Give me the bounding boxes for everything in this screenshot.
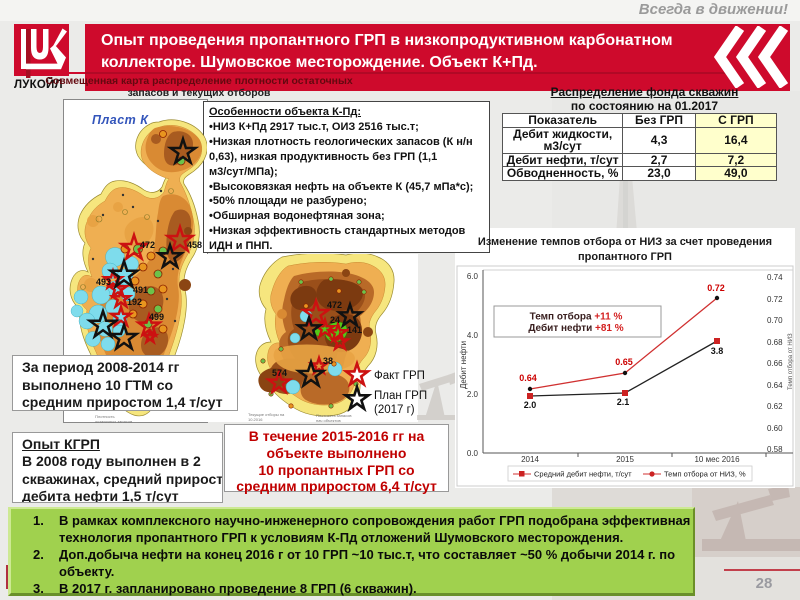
svg-text:499: 499 [149,312,164,322]
svg-text:0.58: 0.58 [767,445,783,454]
svg-text:472: 472 [327,300,342,310]
svg-text:141: 141 [347,325,362,335]
svg-text:3.8: 3.8 [711,346,724,356]
svg-text:2.0: 2.0 [524,400,537,410]
svg-text:Дебит нефти +81 %: Дебит нефти +81 % [528,322,623,334]
svg-text:192: 192 [127,297,142,307]
svg-text:Темп отбора от НИЗ, %: Темп отбора от НИЗ, % [664,470,746,479]
svg-text:0.60: 0.60 [767,424,783,433]
svg-text:Дебит нефти: Дебит нефти [459,341,468,389]
svg-text:0.68: 0.68 [767,338,783,347]
svg-text:10 мес 2016: 10 мес 2016 [694,455,740,464]
svg-text:2014: 2014 [521,455,539,464]
svg-text:4.0: 4.0 [467,331,479,340]
svg-text:2.0: 2.0 [467,390,479,399]
svg-text:0.62: 0.62 [767,402,783,411]
svg-text:2015: 2015 [616,455,634,464]
svg-text:38: 38 [323,356,333,366]
svg-text:0.0: 0.0 [467,449,479,458]
svg-text:6.0: 6.0 [467,272,479,281]
svg-text:493: 493 [96,277,111,287]
svg-text:458: 458 [187,240,202,250]
svg-text:24: 24 [330,315,340,325]
svg-text:472: 472 [140,240,155,250]
svg-text:0.65: 0.65 [615,357,633,367]
svg-text:0.66: 0.66 [767,359,783,368]
svg-text:0.74: 0.74 [767,273,783,282]
svg-text:Темп отбора +11 %: Темп отбора +11 % [530,311,623,323]
svg-text:2.1: 2.1 [617,397,630,407]
svg-text:491: 491 [133,285,148,295]
svg-text:Темп отбора от НИЗ: Темп отбора от НИЗ [788,333,794,390]
svg-text:0.64: 0.64 [519,373,537,383]
svg-text:574: 574 [272,368,287,378]
svg-text:0.72: 0.72 [767,295,783,304]
svg-text:0.64: 0.64 [767,381,783,390]
svg-text:Средний дебит нефти, т/сут: Средний дебит нефти, т/сут [534,470,632,479]
svg-text:0.72: 0.72 [707,283,725,293]
svg-text:0.70: 0.70 [767,316,783,325]
